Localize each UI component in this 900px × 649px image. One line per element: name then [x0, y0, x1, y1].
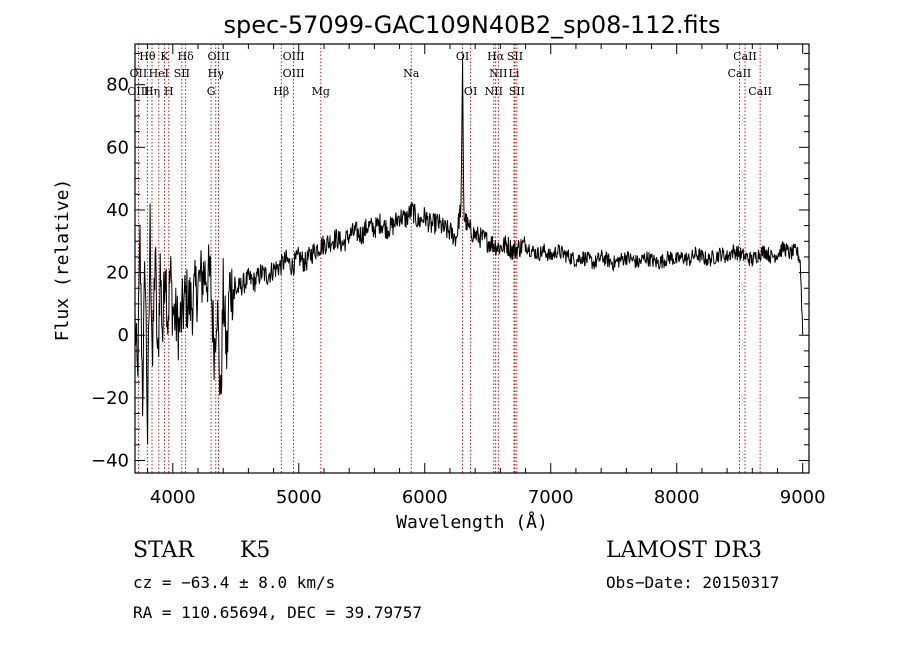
object-subclass: K5 — [240, 538, 271, 563]
y-tick-label: −40 — [91, 450, 129, 471]
y-tick-label: 80 — [106, 75, 129, 96]
marker-label: OIII — [127, 85, 149, 98]
marker-label: OII — [130, 67, 148, 80]
x-tick-label: 5000 — [276, 487, 322, 508]
marker-label: Hδ — [178, 50, 195, 63]
marker-label: NII — [489, 67, 507, 80]
marker-label: Hη — [144, 85, 160, 98]
marker-label: OI — [464, 85, 477, 98]
marker-label: Li — [509, 67, 520, 80]
marker-label: SII — [174, 67, 190, 80]
marker-label: H — [164, 85, 174, 98]
marker-label: Hγ — [208, 67, 225, 80]
y-tick-label: 0 — [118, 325, 129, 346]
spectrum-line — [134, 56, 804, 445]
survey-name: LAMOST DR3 — [606, 538, 762, 563]
x-axis-label: Wavelength (Å) — [396, 511, 548, 533]
marker-label: OIII — [283, 67, 305, 80]
marker-label: HeI — [149, 67, 169, 80]
x-tick-label: 6000 — [402, 487, 448, 508]
marker-label: Mg — [312, 85, 330, 98]
marker-label: Hθ — [139, 50, 156, 63]
observation-date: Obs−Date: 20150317 — [606, 573, 780, 592]
marker-label: G — [207, 85, 216, 98]
marker-label: Na — [403, 67, 420, 80]
y-tick-label: 60 — [106, 137, 129, 158]
marker-label: CaII — [748, 85, 772, 98]
y-axis-label: Flux (relative) — [52, 179, 73, 342]
spectrum-series — [134, 56, 804, 445]
marker-label: OI — [456, 50, 469, 63]
x-tick-label: 4000 — [150, 487, 196, 508]
redshift-cz: cz = −63.4 ± 8.0 km/s — [133, 573, 336, 592]
marker-label: OIII — [283, 50, 305, 63]
plot-frame — [134, 43, 810, 474]
marker-label: NII — [485, 85, 503, 98]
marker-label: Hα — [487, 50, 505, 63]
sky-coordinates: RA = 110.65694, DEC = 39.79757 — [133, 603, 422, 622]
y-tick-label: 40 — [106, 200, 129, 221]
y-tick-label: 20 — [106, 263, 129, 284]
y-tick-label: −20 — [91, 388, 129, 409]
marker-label: CaII — [728, 67, 752, 80]
marker-label: SII — [509, 85, 525, 98]
x-tick-label: 9000 — [780, 487, 826, 508]
x-tick-label: 7000 — [528, 487, 574, 508]
object-class: STAR — [133, 538, 194, 563]
axis-ticks: 4000 5000 6000 7000 8000 9000 −40 −20 0 20 40 60 80 — [91, 44, 826, 508]
marker-label: SII — [507, 50, 523, 63]
x-tick-label: 8000 — [654, 487, 700, 508]
marker-label: OIII — [207, 50, 229, 63]
chart-title: spec-57099-GAC109N40B2_sp08-112.fits — [223, 11, 720, 39]
marker-label: CaII — [733, 50, 757, 63]
marker-label: K — [160, 50, 169, 63]
marker-label: Hβ — [273, 85, 289, 98]
